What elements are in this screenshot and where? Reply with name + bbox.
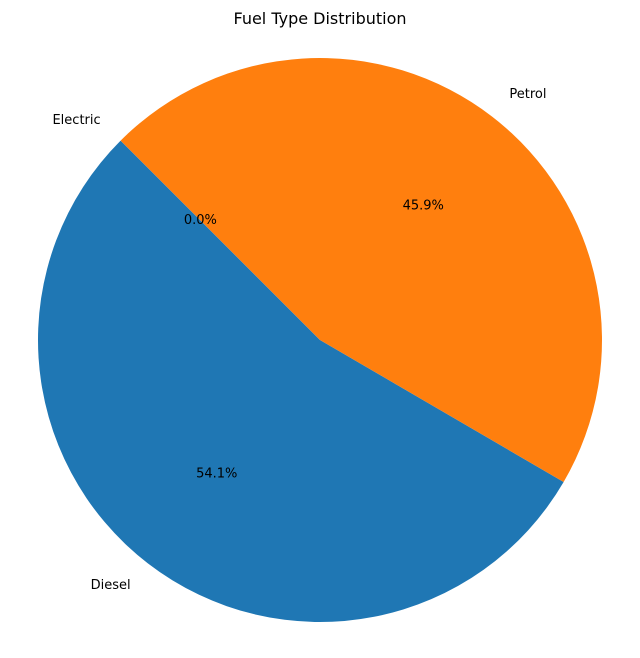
pie-labels: Electric 0.0% Diesel 54.1% Petrol 45.9% xyxy=(52,87,546,593)
pie-slices xyxy=(37,58,602,623)
pie-slice-diesel xyxy=(37,140,564,623)
slice-label-diesel: Diesel xyxy=(91,578,131,593)
slice-percent-electric: 0.0% xyxy=(184,213,217,228)
pie-slice-petrol xyxy=(120,58,602,483)
slice-label-petrol: Petrol xyxy=(509,87,546,102)
slice-percent-diesel: 54.1% xyxy=(196,467,237,482)
chart-title: Fuel Type Distribution xyxy=(233,9,406,28)
slice-percent-petrol: 45.9% xyxy=(403,198,444,213)
slice-label-electric: Electric xyxy=(52,113,100,128)
